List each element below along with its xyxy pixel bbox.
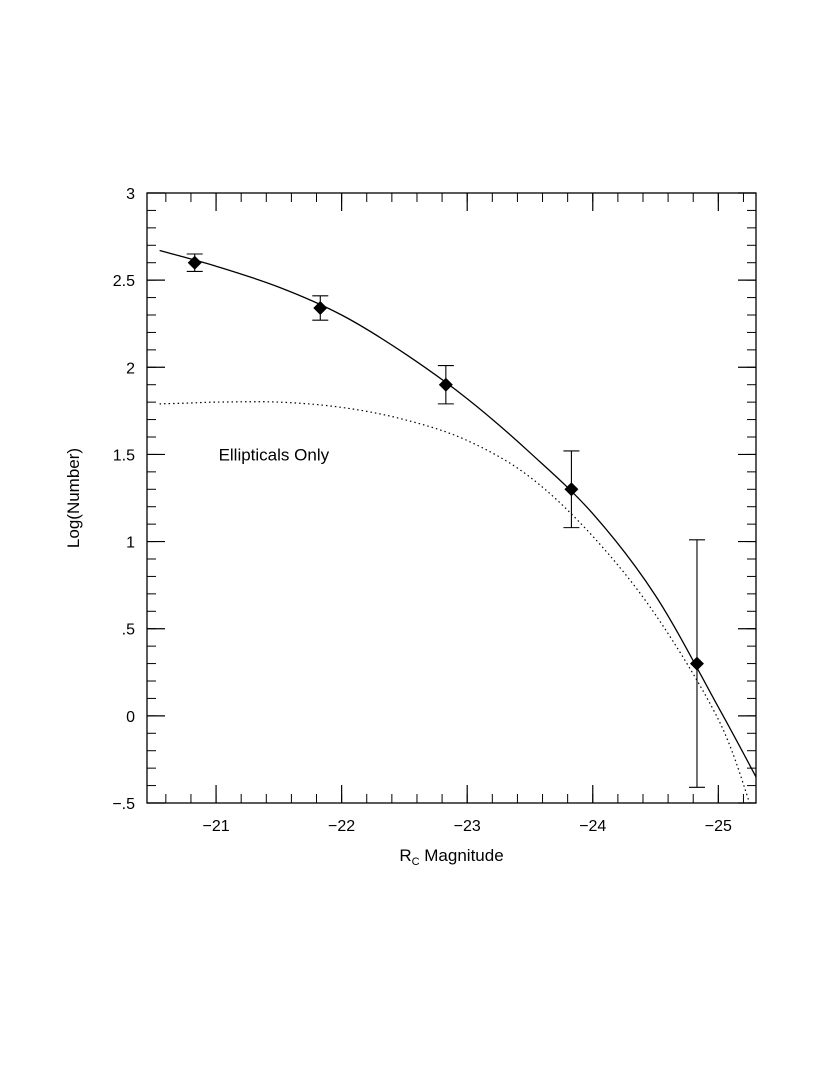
y-tick-label: .5	[122, 622, 135, 639]
y-tick-label: 2.5	[113, 273, 135, 290]
data-markers	[187, 255, 704, 671]
x-axis-label-subscript: C	[412, 856, 420, 868]
y-tick-label: 3	[126, 186, 135, 203]
y-tick-label: 0	[126, 709, 135, 726]
x-tick-label: −21	[202, 818, 229, 835]
annotation-ellipticals-only: Ellipticals Only	[219, 445, 330, 464]
y-axis-label: Log(Number)	[64, 448, 83, 548]
y-tick-label: 1.5	[113, 447, 135, 464]
data-point-diamond	[689, 656, 704, 671]
plot-frame	[146, 192, 757, 804]
x-tick-labels: −21 −22 −23 −24 −25	[202, 818, 732, 835]
data-point-diamond	[438, 377, 453, 392]
x-tick-label: −24	[579, 818, 606, 835]
error-bars	[186, 253, 705, 788]
minor-ticks	[147, 192, 756, 804]
x-tick-label: −25	[705, 818, 732, 835]
y-tick-label: −.5	[112, 796, 135, 813]
x-axis-label: RC Magnitude	[399, 846, 503, 868]
y-tick-label: 2	[126, 360, 135, 377]
x-axis-label-rest: Magnitude	[420, 846, 504, 865]
x-tick-label: −23	[454, 818, 481, 835]
major-ticks	[147, 192, 756, 804]
data-point-diamond	[564, 482, 579, 497]
x-tick-label: −22	[328, 818, 355, 835]
data-point-diamond	[313, 301, 328, 316]
y-tick-label: 1	[126, 535, 135, 552]
y-tick-labels: 32.521.51.50−.5	[112, 186, 135, 813]
x-axis-label-main: R	[399, 846, 411, 865]
data-point-diamond	[187, 255, 202, 270]
total-fit-curve	[159, 249, 757, 778]
